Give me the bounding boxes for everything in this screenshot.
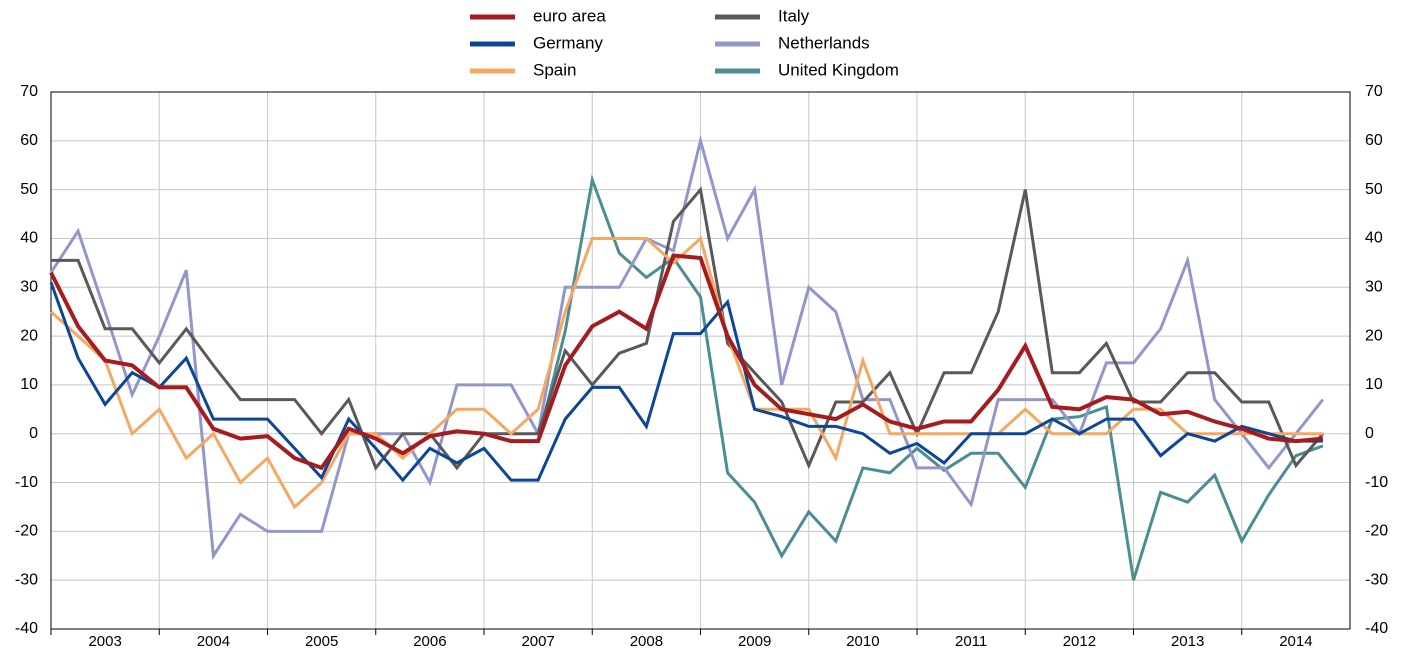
y-tick-label: -10 bbox=[15, 474, 38, 491]
legend-label: Netherlands bbox=[778, 33, 870, 52]
y2-tick-label: 50 bbox=[1365, 181, 1383, 198]
y-tick-label: 40 bbox=[20, 230, 38, 247]
x-tick-label: 2003 bbox=[88, 633, 121, 650]
legend-label: Italy bbox=[778, 6, 810, 25]
series-line bbox=[51, 186, 1325, 471]
y-tick-label: 10 bbox=[20, 376, 38, 393]
y-tick-label: -30 bbox=[15, 571, 38, 588]
series-line bbox=[49, 253, 1324, 471]
x-tick-label: 2006 bbox=[413, 633, 446, 650]
y-tick-label: 50 bbox=[20, 181, 38, 198]
y2-tick-label: -20 bbox=[1365, 523, 1388, 540]
y-tick-label: 70 bbox=[20, 83, 38, 100]
x-tick-label: 2007 bbox=[521, 633, 554, 650]
x-tick-label: 2014 bbox=[1279, 633, 1312, 650]
y-tick-label: 20 bbox=[20, 327, 38, 344]
y2-tick-label: 20 bbox=[1365, 327, 1383, 344]
y-tick-label: -20 bbox=[15, 523, 38, 540]
y2-tick-label: 40 bbox=[1365, 230, 1383, 247]
y-tick-label: 30 bbox=[20, 278, 38, 295]
y-tick-label: -40 bbox=[15, 620, 38, 637]
series-line bbox=[49, 134, 1325, 561]
x-tick-label: 2004 bbox=[197, 633, 230, 650]
x-tick-label: 2011 bbox=[955, 633, 987, 650]
x-tick-label: 2010 bbox=[846, 633, 879, 650]
y-tick-label: 60 bbox=[20, 132, 38, 149]
y2-tick-label: -30 bbox=[1365, 571, 1388, 588]
legend-label: Spain bbox=[533, 60, 576, 79]
series-line bbox=[536, 174, 1324, 581]
series-line bbox=[49, 281, 1323, 483]
x-tick-label: 2013 bbox=[1171, 633, 1204, 650]
y2-tick-label: 0 bbox=[1365, 425, 1374, 442]
y2-tick-label: 30 bbox=[1365, 278, 1383, 295]
legend-label: euro area bbox=[533, 6, 606, 25]
y2-tick-label: 60 bbox=[1365, 132, 1383, 149]
y-tick-label: 0 bbox=[29, 425, 38, 442]
legend-label: Germany bbox=[533, 33, 603, 52]
legend-label: United Kingdom bbox=[778, 60, 899, 79]
x-tick-label: 2008 bbox=[630, 633, 663, 650]
y2-tick-label: -40 bbox=[1365, 620, 1388, 637]
x-tick-label: 2009 bbox=[738, 633, 771, 650]
plot-frame bbox=[50, 91, 1351, 630]
x-tick-label: 2005 bbox=[305, 633, 338, 650]
y2-tick-label: 70 bbox=[1365, 83, 1383, 100]
y2-tick-label: 10 bbox=[1365, 376, 1383, 393]
series-line bbox=[49, 235, 1323, 510]
x-tick-label: 2012 bbox=[1063, 633, 1096, 650]
y2-tick-label: -10 bbox=[1365, 474, 1388, 491]
